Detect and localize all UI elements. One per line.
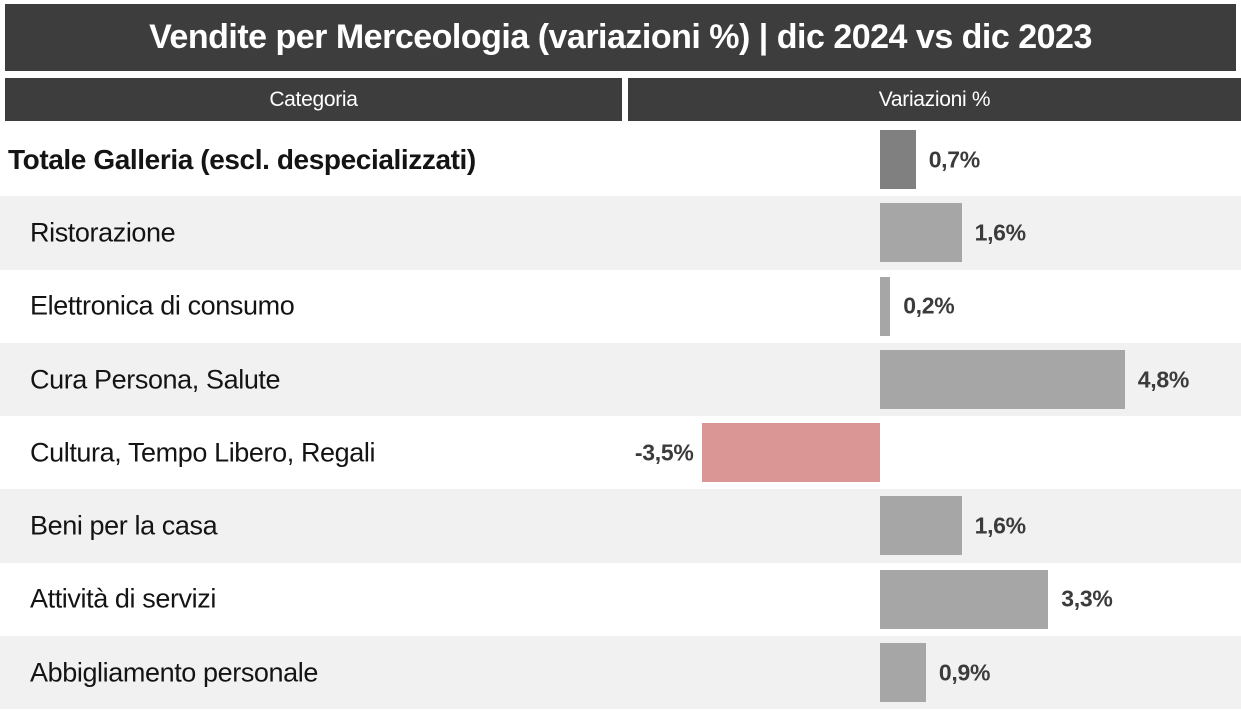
category-label: Attività di servizi [30, 583, 216, 614]
category-label: Cultura, Tempo Libero, Regali [30, 437, 376, 468]
value-label: -3,5% [634, 439, 694, 466]
category-label: Cura Persona, Salute [30, 364, 281, 395]
column-header-category: Categoria [5, 78, 622, 121]
table-row: Elettronica di consumo 0,2% [0, 269, 1241, 343]
value-bar [880, 643, 926, 703]
chart-title-bar: Vendite per Merceologia (variazioni %) |… [5, 4, 1236, 71]
value-label: 0,2% [903, 292, 955, 319]
column-header-value-label: Variazioni % [878, 87, 991, 111]
value-bar [880, 496, 962, 556]
category-label: Abbigliamento personale [30, 657, 318, 688]
value-label: 0,9% [938, 659, 991, 686]
chart-rows: Totale Galleria (escl. despecializzati) … [0, 123, 1241, 710]
value-label: 3,3% [1061, 585, 1113, 612]
value-label: 1,6% [974, 512, 1027, 539]
table-row: Attività di servizi 3,3% [0, 562, 1241, 637]
value-label: 0,7% [928, 146, 981, 173]
value-bar [880, 203, 962, 263]
table-row: Cultura, Tempo Libero, Regali -3,5% [0, 416, 1241, 490]
value-bar [880, 276, 891, 336]
table-row: Ristorazione 1,6% [0, 196, 1241, 270]
value-label: 4,8% [1137, 366, 1190, 393]
table-row: Totale Galleria (escl. despecializzati) … [0, 123, 1241, 197]
category-label: Totale Galleria (escl. despecializzati) [8, 143, 476, 175]
column-header-category-label: Categoria [269, 87, 358, 111]
value-bar [701, 423, 880, 483]
value-bar [880, 349, 1125, 409]
category-label: Ristorazione [30, 217, 176, 248]
value-bar [880, 130, 916, 189]
table-row: Abbigliamento personale 0,9% [0, 636, 1241, 710]
value-label: 1,6% [974, 219, 1027, 246]
value-bar [880, 569, 1049, 629]
table-row: Beni per la casa 1,6% [0, 489, 1241, 563]
category-label: Elettronica di consumo [30, 290, 295, 321]
chart-title: Vendite per Merceologia (variazioni %) |… [149, 18, 1092, 56]
table-row: Cura Persona, Salute 4,8% [0, 342, 1241, 417]
category-label: Beni per la casa [30, 510, 218, 541]
column-header-value: Variazioni % [628, 78, 1241, 121]
